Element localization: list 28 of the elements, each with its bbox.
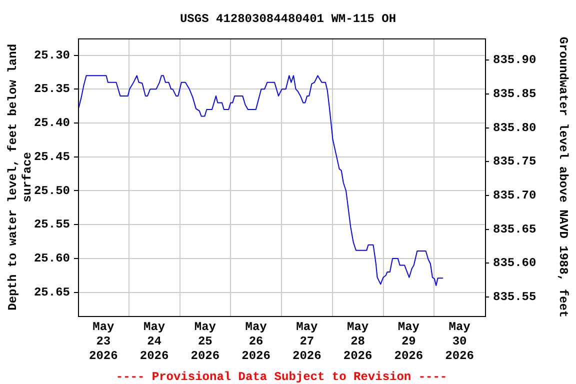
y2-tick-label: 835.75 <box>493 154 536 169</box>
x-tick-label: May 25 2026 <box>190 320 220 364</box>
x-tick-label: May 23 2026 <box>89 320 118 364</box>
y2-tick-label: 835.60 <box>493 256 536 270</box>
x-tick-label: May 29 2026 <box>394 320 424 364</box>
x-tick-label: May 28 2026 <box>343 320 372 364</box>
x-tick-label: May 26 2026 <box>242 320 270 364</box>
y-tick-label: 25.60 <box>34 251 70 266</box>
x-tick-label: May 27 2026 <box>292 320 322 364</box>
y2-axis-title: Groundwater level above NAVD 1988, feet <box>556 36 570 318</box>
y-tick-label: 25.40 <box>34 116 70 130</box>
x-tick-label: May 30 2026 <box>445 320 474 364</box>
text: ---- Provisional Data Subject to Revision ---- <box>116 370 448 384</box>
y-tick-label: 25.35 <box>34 82 70 96</box>
y2-tick-label: 835.90 <box>493 53 536 68</box>
y-tick-label: 25.50 <box>34 184 70 198</box>
y-axis-title: Depth to water level, feet below land surface <box>6 44 35 310</box>
y2-tick-label: 835.65 <box>493 222 536 236</box>
x-tick-label: May 24 2026 <box>140 320 169 364</box>
y-tick-label: 25.45 <box>34 150 70 164</box>
y2-tick-label: 835.70 <box>493 188 536 202</box>
y-tick-label: 25.65 <box>34 285 70 300</box>
y2-tick-label: 835.85 <box>493 86 536 101</box>
chart-title: USGS 412803084480401 WM-115 OH <box>180 12 396 26</box>
y2-tick-label: 835.55 <box>493 290 536 304</box>
y-tick-label: 25.55 <box>34 218 70 232</box>
y-tick-label: 25.30 <box>34 48 70 62</box>
y2-tick-label: 835.80 <box>493 120 536 135</box>
